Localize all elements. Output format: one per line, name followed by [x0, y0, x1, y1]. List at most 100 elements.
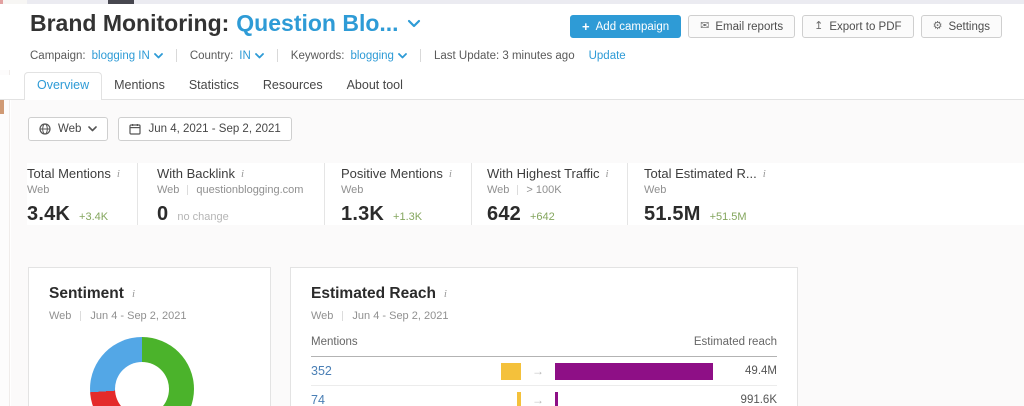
mentions-count-link[interactable]: 74: [311, 393, 325, 406]
info-icon[interactable]: i: [241, 167, 245, 180]
stat-delta: +3.4K: [79, 211, 109, 223]
stat-value: 642: [487, 203, 521, 225]
date-range-picker[interactable]: Jun 4, 2021 - Sep 2, 2021: [118, 117, 292, 141]
campaign-dropdown[interactable]: blogging IN: [92, 50, 163, 62]
chevron-down-icon: [254, 52, 264, 58]
mentions-bar[interactable]: [501, 362, 521, 380]
column-header-estimated-reach: Estimated reach: [693, 336, 777, 348]
reach-bar[interactable]: [555, 391, 558, 406]
reach-bar[interactable]: [555, 362, 713, 380]
stat-scope-extra: questionblogging.com: [196, 184, 304, 196]
tab-bar: Overview Mentions Statistics Resources A…: [0, 72, 1024, 100]
calendar-icon: [129, 124, 142, 135]
keywords-dropdown[interactable]: blogging: [350, 49, 407, 62]
stat-scope: Web: [487, 184, 510, 196]
stat-scope: Web: [157, 184, 180, 196]
stat-highest-traffic: With Highest Traffic i Web > 100K 642 +642: [471, 163, 627, 225]
content-area: Web Jun 4, 2021 - Sep 2, 2021 Total Ment…: [11, 100, 1024, 406]
email-reports-label: Email reports: [715, 20, 784, 33]
chevron-down-icon: [398, 52, 407, 58]
header-actions: + Add campaign ✉ Email reports ↥ Export …: [570, 15, 1002, 38]
filter-row: Web Jun 4, 2021 - Sep 2, 2021: [28, 117, 292, 141]
export-pdf-button[interactable]: ↥ Export to PDF: [802, 15, 914, 38]
browser-edge-dark-segment: [108, 0, 134, 4]
globe-icon: [39, 123, 51, 135]
stat-delta: +1.3K: [393, 211, 423, 223]
export-icon: ↥: [814, 20, 824, 32]
sentiment-card: Sentiment i Web Jun 4 - Sep 2, 2021: [28, 267, 271, 406]
stat-scope: Web: [644, 184, 667, 196]
campaign-name-dropdown[interactable]: Question Blo...: [236, 10, 399, 36]
separator: [419, 49, 421, 62]
tab-resources[interactable]: Resources: [262, 78, 323, 92]
stat-title: Positive Mentions: [341, 166, 443, 181]
separator: [276, 49, 278, 62]
stat-title: Total Mentions: [27, 166, 111, 181]
sentiment-scope: Web: [49, 310, 72, 322]
arrow-right-icon: →: [532, 393, 544, 406]
chevron-down-icon[interactable]: [407, 19, 421, 28]
stat-scope: Web: [341, 184, 364, 196]
stat-total-mentions: Total Mentions i Web 3.4K +3.4K: [27, 163, 137, 225]
separator: [187, 185, 189, 195]
stat-positive-mentions: Positive Mentions i Web 1.3K +1.3K: [324, 163, 471, 225]
update-link[interactable]: Update: [588, 49, 626, 62]
tab-statistics[interactable]: Statistics: [188, 78, 239, 92]
chevron-down-icon: [88, 126, 98, 132]
info-icon[interactable]: i: [762, 167, 766, 180]
header: Brand Monitoring: Question Blo... + Add …: [0, 4, 1024, 75]
date-range-value: Jun 4, 2021 - Sep 2, 2021: [148, 123, 281, 135]
browser-edge-accent: [0, 0, 3, 4]
add-campaign-button[interactable]: + Add campaign: [570, 15, 682, 38]
reach-scope: Web: [311, 310, 334, 322]
sentiment-card-title: Sentiment: [49, 285, 124, 302]
page-title: Brand Monitoring: Question Blo...: [30, 10, 421, 37]
gutter-orange-mark: [0, 98, 4, 114]
tab-about-tool[interactable]: About tool: [346, 78, 403, 92]
reach-table: Mentions Estimated reach 352 → 49.4M 74 → 991…: [311, 336, 777, 406]
mentions-bar[interactable]: [517, 391, 521, 406]
estimated-reach-card: Estimated Reach i Web Jun 4 - Sep 2, 202…: [290, 267, 798, 406]
info-icon[interactable]: i: [448, 167, 452, 180]
info-icon[interactable]: i: [443, 288, 447, 300]
keywords-label: Keywords:: [290, 49, 345, 62]
stat-title: With Highest Traffic: [487, 166, 600, 181]
reach-value: 49.4M: [745, 365, 777, 377]
page-title-prefix: Brand Monitoring:: [30, 10, 230, 36]
column-header-mentions: Mentions: [311, 336, 358, 348]
stat-total-estimated-reach: Total Estimated R... i Web 51.5M +51.5M: [627, 163, 827, 225]
email-reports-button[interactable]: ✉ Email reports: [688, 15, 796, 38]
separator: [175, 49, 177, 62]
separator: [342, 311, 344, 321]
export-pdf-label: Export to PDF: [829, 20, 902, 33]
separator: [517, 185, 519, 195]
sentiment-donut-chart[interactable]: [90, 337, 194, 406]
reach-value: 991.6K: [740, 394, 777, 406]
separator: [80, 311, 82, 321]
settings-button[interactable]: ⚙ Settings: [920, 15, 1002, 38]
keywords-value: blogging: [350, 49, 394, 62]
reach-table-row: 74 → 991.6K: [311, 386, 777, 406]
info-icon[interactable]: i: [131, 288, 135, 300]
tab-overview[interactable]: Overview: [24, 72, 103, 100]
reach-date-range: Jun 4 - Sep 2, 2021: [352, 310, 449, 322]
stats-panel: Total Mentions i Web 3.4K +3.4K With Backl…: [27, 163, 1024, 225]
plus-icon: +: [582, 19, 590, 34]
info-icon[interactable]: i: [116, 167, 120, 180]
campaign-value: blogging IN: [91, 49, 150, 62]
reach-table-header: Mentions Estimated reach: [311, 336, 777, 357]
tab-mentions[interactable]: Mentions: [114, 78, 165, 92]
browser-edge-strip: [0, 0, 1024, 4]
country-dropdown[interactable]: IN: [239, 50, 264, 62]
mentions-count-link[interactable]: 352: [311, 364, 332, 378]
source-value: Web: [58, 123, 82, 135]
info-icon[interactable]: i: [605, 167, 609, 180]
campaign-meta-row: Campaign: blogging IN Country: IN Keywor…: [30, 49, 626, 62]
stat-with-backlink: With Backlink i Web questionblogging.com 0…: [137, 163, 324, 225]
stat-delta: no change: [177, 211, 229, 223]
settings-label: Settings: [948, 20, 990, 33]
stat-scope: Web: [27, 184, 50, 196]
stat-delta: +51.5M: [709, 211, 747, 223]
last-update-text: Last Update: 3 minutes ago: [433, 49, 575, 62]
source-dropdown[interactable]: Web: [28, 117, 109, 141]
